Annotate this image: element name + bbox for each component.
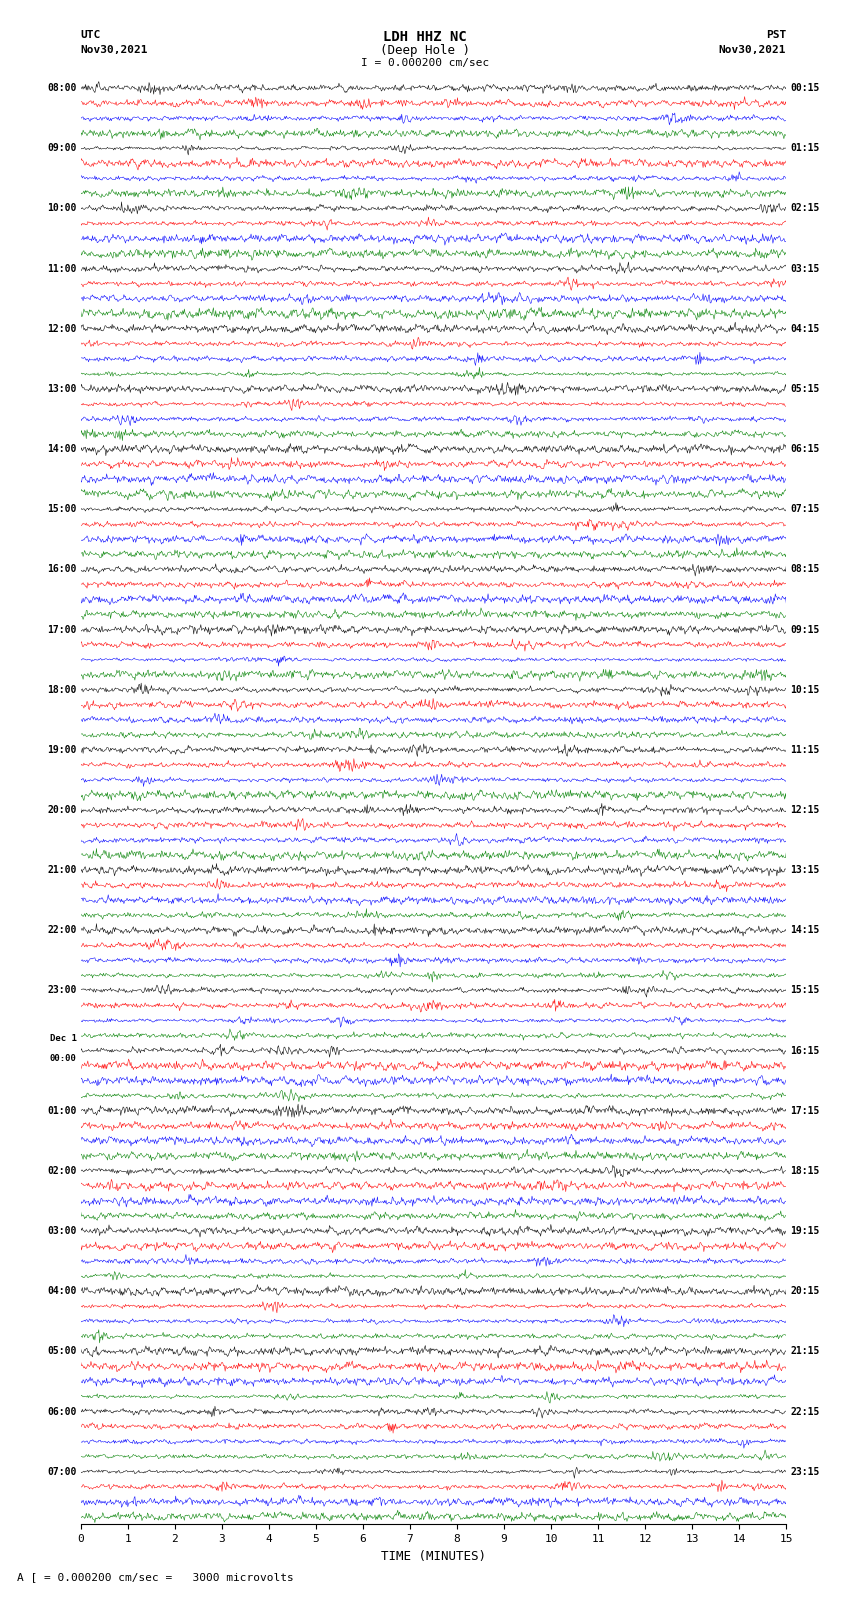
- Text: 12:15: 12:15: [790, 805, 820, 815]
- Text: A [ = 0.000200 cm/sec =   3000 microvolts: A [ = 0.000200 cm/sec = 3000 microvolts: [17, 1573, 294, 1582]
- Text: 04:15: 04:15: [790, 324, 820, 334]
- Text: 00:15: 00:15: [790, 84, 820, 94]
- Text: 06:00: 06:00: [47, 1407, 76, 1416]
- Text: 04:00: 04:00: [47, 1286, 76, 1297]
- Text: 18:15: 18:15: [790, 1166, 820, 1176]
- Text: 02:15: 02:15: [790, 203, 820, 213]
- X-axis label: TIME (MINUTES): TIME (MINUTES): [381, 1550, 486, 1563]
- Text: 14:15: 14:15: [790, 926, 820, 936]
- Text: 13:00: 13:00: [47, 384, 76, 394]
- Text: 05:00: 05:00: [47, 1347, 76, 1357]
- Text: 15:15: 15:15: [790, 986, 820, 995]
- Text: 05:15: 05:15: [790, 384, 820, 394]
- Text: 09:00: 09:00: [47, 144, 76, 153]
- Text: Nov30,2021: Nov30,2021: [81, 45, 148, 55]
- Text: 20:00: 20:00: [47, 805, 76, 815]
- Text: 11:15: 11:15: [790, 745, 820, 755]
- Text: 01:15: 01:15: [790, 144, 820, 153]
- Text: 06:15: 06:15: [790, 444, 820, 455]
- Text: I = 0.000200 cm/sec: I = 0.000200 cm/sec: [361, 58, 489, 68]
- Text: 10:15: 10:15: [790, 684, 820, 695]
- Text: 20:15: 20:15: [790, 1286, 820, 1297]
- Text: 11:00: 11:00: [47, 263, 76, 274]
- Text: 16:15: 16:15: [790, 1045, 820, 1055]
- Text: 10:00: 10:00: [47, 203, 76, 213]
- Text: 17:00: 17:00: [47, 624, 76, 634]
- Text: 03:15: 03:15: [790, 263, 820, 274]
- Text: 01:00: 01:00: [47, 1107, 76, 1116]
- Text: 22:00: 22:00: [47, 926, 76, 936]
- Text: PST: PST: [766, 31, 786, 40]
- Text: 08:00: 08:00: [47, 84, 76, 94]
- Text: 07:00: 07:00: [47, 1466, 76, 1476]
- Text: 12:00: 12:00: [47, 324, 76, 334]
- Text: Dec 1: Dec 1: [49, 1034, 76, 1042]
- Text: 08:15: 08:15: [790, 565, 820, 574]
- Text: 02:00: 02:00: [47, 1166, 76, 1176]
- Text: 14:00: 14:00: [47, 444, 76, 455]
- Text: UTC: UTC: [81, 31, 101, 40]
- Text: (Deep Hole ): (Deep Hole ): [380, 44, 470, 56]
- Text: 21:15: 21:15: [790, 1347, 820, 1357]
- Text: 23:15: 23:15: [790, 1466, 820, 1476]
- Text: 23:00: 23:00: [47, 986, 76, 995]
- Text: 09:15: 09:15: [790, 624, 820, 634]
- Text: Nov30,2021: Nov30,2021: [719, 45, 786, 55]
- Text: 13:15: 13:15: [790, 865, 820, 876]
- Text: 21:00: 21:00: [47, 865, 76, 876]
- Text: 19:00: 19:00: [47, 745, 76, 755]
- Text: 03:00: 03:00: [47, 1226, 76, 1236]
- Text: 16:00: 16:00: [47, 565, 76, 574]
- Text: 00:00: 00:00: [49, 1053, 76, 1063]
- Text: 22:15: 22:15: [790, 1407, 820, 1416]
- Text: 07:15: 07:15: [790, 505, 820, 515]
- Text: 18:00: 18:00: [47, 684, 76, 695]
- Text: 19:15: 19:15: [790, 1226, 820, 1236]
- Text: 15:00: 15:00: [47, 505, 76, 515]
- Text: LDH HHZ NC: LDH HHZ NC: [383, 31, 467, 44]
- Text: 17:15: 17:15: [790, 1107, 820, 1116]
